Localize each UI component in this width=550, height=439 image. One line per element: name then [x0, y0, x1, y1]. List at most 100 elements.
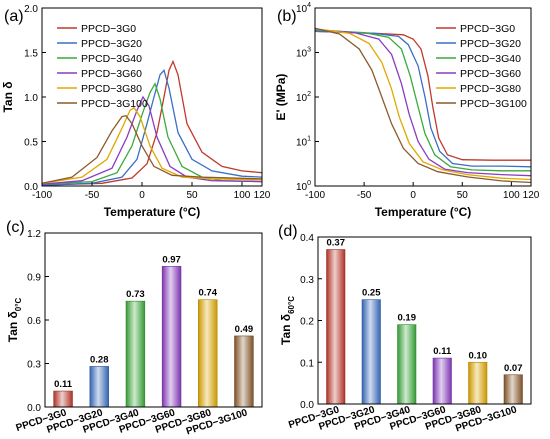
legend-label: PPCD−3G60 [460, 68, 521, 80]
series-line-3 [314, 28, 532, 177]
bar-value-label: 0.19 [398, 313, 417, 324]
bar-5 [503, 374, 523, 405]
y-tick-base: 10 [296, 182, 308, 193]
series-line-3 [41, 95, 263, 185]
legend-label: PPCD−3G0 [81, 23, 136, 35]
legend-label: PPCD−3G40 [460, 53, 521, 65]
x-tick-label: 120 [254, 190, 271, 201]
bar-value-label: 0.49 [235, 324, 254, 335]
series-line-0 [41, 59, 263, 186]
y-tick-base: 10 [296, 93, 308, 104]
x-tick-label: -100 [32, 190, 52, 201]
x-tick-label: 0 [410, 190, 416, 201]
y-axis-label-main: Tan δ [279, 314, 293, 345]
y-tick-label: 0.3 [300, 275, 314, 286]
y-axis-label-main: Tan δ [6, 311, 20, 342]
x-tick-label: 100 [503, 190, 520, 201]
x-axis-label: Temperature (°C) [104, 205, 201, 219]
bar-2 [397, 324, 417, 405]
bar-value-label: 0.11 [433, 346, 452, 357]
y-tick-label: 1.5 [24, 49, 38, 60]
bar-4 [198, 299, 218, 408]
y-tick-exponent: 0 [307, 180, 311, 187]
legend-label: PPCD−3G40 [81, 53, 142, 65]
legend-label: PPCD−3G80 [81, 83, 142, 95]
y-axis-label-subscript: 60°C [287, 296, 296, 314]
y-tick-label: 0.2 [300, 317, 314, 328]
panel-2: (c)0.11PPCD−3G00.28PPCD−3G200.73PPCD−3G4… [6, 219, 263, 438]
panel-0: (a) -100 -50 0 50 100 120 0.0 0.5 1.0 1.5 2.0 Temper… [1, 4, 271, 219]
series-line-1 [41, 68, 263, 186]
y-tick-exponent: 1 [307, 136, 311, 143]
bar-value-label: 0.28 [90, 354, 109, 365]
y-tick-label: 102 [296, 91, 311, 104]
series-line-4 [314, 28, 532, 181]
legend-label: PPCD−3G20 [460, 38, 521, 50]
bar-5 [234, 335, 254, 408]
legend-label: PPCD−3G0 [460, 23, 515, 35]
y-tick-base: 10 [296, 49, 308, 60]
legend-label: PPCD−3G100 [460, 98, 527, 110]
bar-value-label: 0.97 [162, 254, 181, 265]
y-tick-label: 103 [296, 47, 311, 60]
y-tick-label: 104 [296, 2, 311, 15]
x-tick-label: 0 [139, 190, 145, 201]
y-axis-label-subscript: 0°C [14, 298, 23, 312]
y-tick-label: 1.0 [24, 93, 38, 104]
y-tick-label: 0.9 [27, 273, 41, 284]
series-line-2 [314, 29, 531, 172]
bar-2 [125, 300, 146, 408]
bar-value-label: 0.11 [54, 379, 73, 390]
y-tick-label: 0.6 [27, 316, 41, 327]
panel-letter: (b) [277, 8, 297, 25]
legend-label: PPCD−3G100 [81, 98, 148, 110]
y-tick-label: 101 [296, 136, 311, 149]
plot-frame [41, 7, 263, 187]
plot-frame [317, 236, 532, 405]
y-tick-label: 0.3 [27, 360, 41, 371]
y-tick-label: 0.1 [300, 358, 314, 369]
bar-1 [89, 366, 109, 408]
legend-label: PPCD−3G80 [460, 83, 521, 95]
x-tick-label: 100 [234, 190, 251, 201]
y-tick-label: 0.0 [27, 403, 41, 414]
y-tick-label: 0.5 [24, 138, 38, 149]
y-tick-label: 0.0 [24, 182, 38, 193]
x-tick-label: 50 [457, 190, 469, 201]
bar-value-label: 0.10 [469, 350, 488, 361]
series-line-2 [41, 82, 263, 185]
bar-value-label: 0.25 [362, 288, 381, 299]
panel-letter: (a) [4, 8, 24, 25]
bar-value-label: 0.07 [504, 363, 523, 374]
panel-3: (d)0.37PPCD−3G00.25PPCD−3G200.19PPCD−3G4… [278, 223, 532, 435]
y-axis-label: Tan δ0°C [6, 298, 23, 343]
bar-3 [432, 357, 452, 405]
x-tick-label: 120 [523, 190, 540, 201]
x-tick-label: -50 [85, 190, 100, 201]
series-line-4 [41, 106, 263, 184]
series-line-5 [41, 114, 263, 184]
series-line-0 [314, 30, 531, 161]
x-tick-label: -100 [305, 190, 325, 201]
y-axis-label: Tan δ60°C [279, 296, 296, 345]
panel-1: (b)-100 -50 0 50 100 120100101102103104Temper… [274, 2, 540, 219]
y-tick-exponent: 4 [307, 2, 311, 9]
y-axis-label: Tan δ [1, 81, 15, 112]
y-tick-exponent: 2 [307, 91, 311, 98]
y-tick-base: 10 [296, 138, 308, 149]
bar-0 [53, 390, 73, 408]
bar-4 [468, 361, 488, 405]
series-line-5 [314, 27, 532, 184]
y-tick-label: 2.0 [24, 4, 38, 15]
y-tick-label: 0.0 [300, 400, 314, 411]
series-line-1 [314, 30, 532, 168]
bar-0 [326, 249, 346, 405]
legend-label: PPCD−3G60 [81, 68, 142, 80]
bar-value-label: 0.37 [327, 238, 346, 249]
bar-value-label: 0.73 [126, 289, 145, 300]
x-tick-label: -50 [357, 190, 372, 201]
y-tick-base: 10 [296, 4, 308, 15]
bar-3 [161, 266, 182, 408]
x-axis-label: Temperature (°C) [375, 205, 472, 219]
